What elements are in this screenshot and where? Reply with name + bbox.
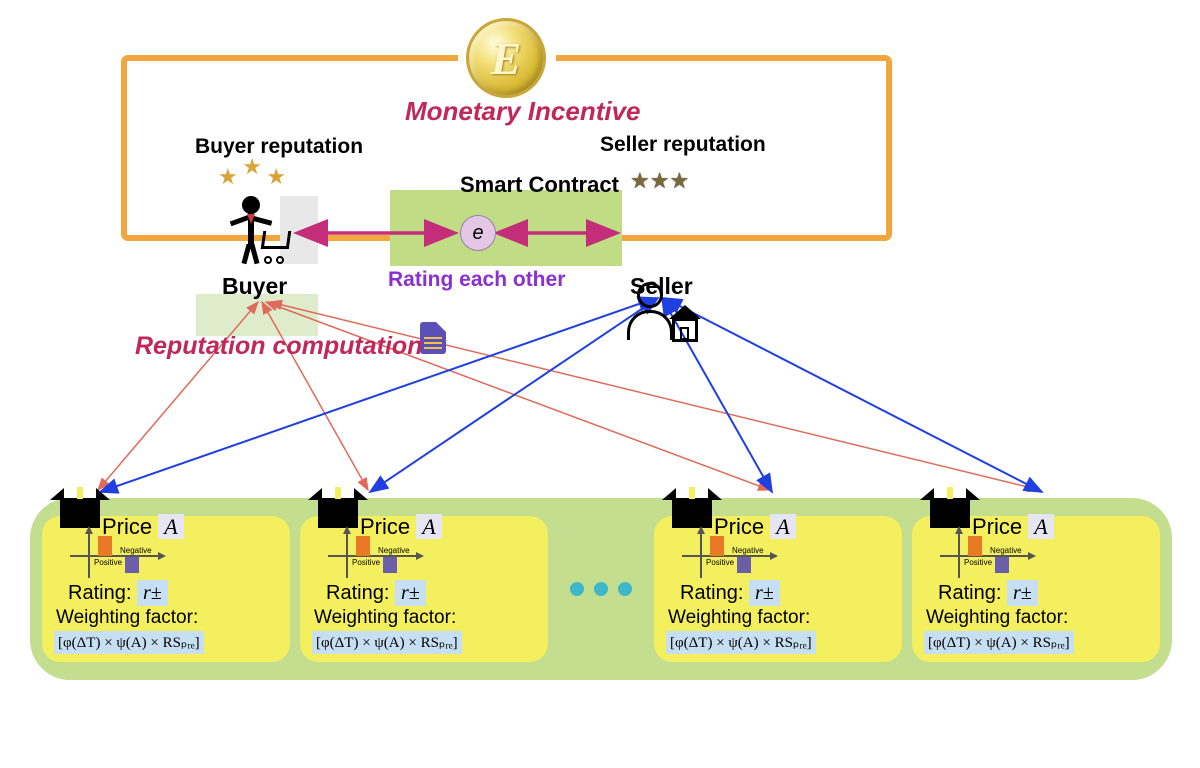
transaction-panel: Price A Positive Negative Rating: r± Wei… [30, 498, 1172, 680]
rating-chart-icon: Positive Negative [682, 532, 772, 578]
seller-label: Seller [630, 273, 693, 300]
transaction-card: Price A Positive Negative Rating: r± Wei… [42, 516, 290, 662]
transaction-card: Price A Positive Negative Rating: r± Wei… [912, 516, 1160, 662]
rating-line: Rating: r± [326, 582, 540, 605]
weighting-label: Weighting factor: [314, 607, 540, 629]
reputation-computation-label: Reputation computation [135, 332, 422, 361]
buyer-label: Buyer [222, 273, 287, 300]
buyer-reputation-label: Buyer reputation [195, 135, 363, 159]
node-e-letter: e [472, 222, 483, 245]
seller-reputation-lines [100, 298, 1042, 492]
coin-letter: E [491, 32, 522, 85]
rating-line: Rating: r± [938, 582, 1152, 605]
rating-chart-icon: Positive Negative [940, 532, 1030, 578]
weighting-formula: [φ(ΔT) × ψ(A) × RSₚᵣₑ] [666, 631, 816, 654]
weighting-formula: [φ(ΔT) × ψ(A) × RSₚᵣₑ] [312, 631, 462, 654]
rating-chart-icon: Positive Negative [328, 532, 418, 578]
weighting-label: Weighting factor: [926, 607, 1152, 629]
smart-contract-box [390, 190, 622, 266]
package-icon [318, 498, 358, 528]
weighting-label: Weighting factor: [668, 607, 894, 629]
rating-each-other-label: Rating each other [388, 268, 565, 292]
seller-stars: ★★★ [630, 168, 689, 194]
monetary-incentive-label: Monetary Incentive [405, 96, 641, 127]
document-icon [420, 322, 446, 354]
seller-reputation-label: Seller reputation [600, 133, 766, 157]
rating-chart-icon: Positive Negative [70, 532, 160, 578]
buyer-reputation-lines [98, 302, 1040, 490]
transaction-card: Price A Positive Negative Rating: r± Wei… [300, 516, 548, 662]
smart-contract-label: Smart Contract [460, 172, 619, 198]
transaction-card: Price A Positive Negative Rating: r± Wei… [654, 516, 902, 662]
weighting-label: Weighting factor: [56, 607, 282, 629]
buyer-icon [222, 196, 292, 276]
rating-line: Rating: r± [680, 582, 894, 605]
coin-icon: E [466, 18, 546, 98]
rating-line: Rating: r± [68, 582, 282, 605]
weighting-formula: [φ(ΔT) × ψ(A) × RSₚᵣₑ] [54, 631, 204, 654]
ellipsis-dots [558, 582, 644, 596]
package-icon [672, 498, 712, 528]
contract-node: e [460, 215, 496, 251]
buyer-stars: ★ ★ ★ [218, 158, 286, 184]
weighting-formula: [φ(ΔT) × ψ(A) × RSₚᵣₑ] [924, 631, 1074, 654]
package-icon [60, 498, 100, 528]
package-icon [930, 498, 970, 528]
